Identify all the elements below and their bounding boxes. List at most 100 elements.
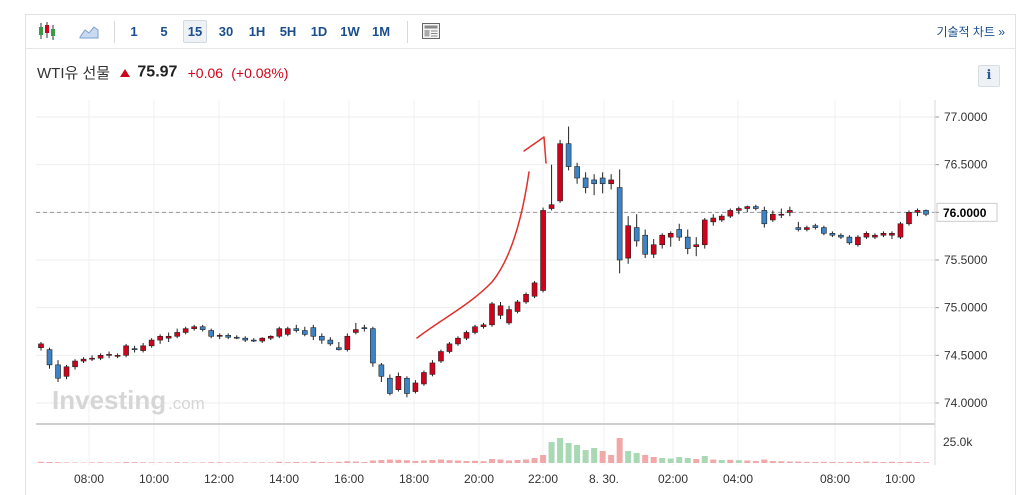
candle (897, 221, 904, 240)
volume-bar (829, 462, 836, 463)
layout-icon[interactable] (420, 20, 442, 43)
volume-bar (812, 462, 819, 463)
candle (395, 372, 402, 392)
volume-bar (63, 462, 70, 463)
candle-body (106, 354, 112, 356)
candle-body (565, 143, 572, 167)
volume-bar (540, 455, 547, 463)
last-price: 75.97 (137, 63, 178, 81)
candle (514, 300, 521, 314)
candle (540, 207, 546, 293)
x-tick-label: 08:00 (74, 472, 104, 486)
candle-body (216, 335, 223, 337)
candle-body (914, 210, 921, 213)
volume-bar (225, 462, 232, 463)
candle-body (225, 335, 232, 338)
volume-bar (276, 461, 283, 463)
interval-1m[interactable]: 1M (371, 24, 391, 39)
volume-bar (727, 459, 734, 463)
candle (633, 214, 640, 247)
candle (650, 239, 657, 259)
layout-icon-glyph (422, 23, 440, 39)
interval-15[interactable]: 15 (183, 20, 207, 43)
candle-body (523, 294, 529, 303)
candle (387, 374, 393, 396)
volume-bar (888, 461, 895, 463)
volume-bar (871, 461, 878, 463)
info-icon[interactable]: i (978, 65, 1000, 87)
volume-bar (463, 461, 470, 463)
candle-body (276, 328, 283, 337)
volume-bar (412, 461, 419, 463)
volume-bar (574, 445, 581, 463)
x-tick-label: 04:00 (723, 472, 753, 486)
instrument-name: WTI유 선물 (37, 65, 111, 82)
candle (106, 351, 112, 359)
candle-body (710, 217, 717, 223)
candle (472, 324, 478, 335)
candle-body (770, 213, 776, 221)
candle-body (727, 210, 734, 217)
volume-bar (293, 462, 300, 463)
candle-body (191, 326, 197, 329)
volume-bar (693, 459, 700, 463)
candle-body (446, 343, 453, 352)
interval-1[interactable]: 1 (130, 24, 138, 39)
candle-body (123, 345, 129, 356)
candle (114, 353, 121, 359)
candlestick-icon[interactable] (34, 20, 60, 43)
area-chart-icon[interactable] (78, 20, 100, 43)
volume-bar (514, 460, 521, 463)
candle-body (701, 219, 708, 246)
volume-bar (625, 451, 632, 463)
candle (659, 233, 666, 249)
candle-body (923, 210, 929, 215)
candle-body (872, 234, 878, 238)
volume-bar (863, 461, 870, 463)
volume-bar (591, 448, 598, 463)
candle (327, 337, 334, 346)
interval-1d[interactable]: 1D (310, 24, 328, 39)
candle (38, 341, 44, 351)
interval-1h[interactable]: 1H (248, 24, 266, 39)
candle-body (804, 227, 810, 230)
candle-body (165, 335, 172, 339)
volume-bar (497, 459, 504, 463)
volume-bar (744, 460, 751, 463)
volume-bar (182, 462, 189, 463)
volume-bar (310, 461, 317, 463)
candle (557, 139, 563, 203)
volume-bar (454, 460, 461, 463)
candle-body (846, 236, 853, 244)
candle (676, 223, 683, 241)
candle-body (140, 345, 146, 351)
candle-body (838, 234, 844, 238)
candle-body (97, 355, 104, 359)
candle (310, 324, 317, 341)
candle-body (429, 362, 436, 375)
interval-1w[interactable]: 1W (340, 24, 360, 39)
candle-body (787, 210, 793, 213)
toolbar-separator (114, 21, 115, 43)
interval-5[interactable]: 5 (160, 24, 168, 39)
candle (412, 380, 419, 394)
volume-bar (352, 461, 359, 463)
volume-bar (914, 462, 921, 463)
interval-30[interactable]: 30 (218, 24, 234, 39)
candle (242, 336, 249, 342)
candle-body (642, 234, 648, 255)
candle-body (880, 233, 887, 236)
candle-body (531, 282, 538, 297)
instrument-header: WTI유 선물 75.97 +0.06 (+0.08%) (37, 62, 288, 84)
volume-bar (880, 462, 887, 463)
candle-body (659, 234, 666, 246)
candle (336, 341, 342, 351)
technical-chart-link[interactable]: 기술적 차트 » (936, 25, 1005, 39)
chart-widget: 1 5 15 30 1H 5H 1D 1W 1M 기술적 차트 » WTI유 선… (25, 14, 1016, 495)
volume-bar (667, 458, 674, 463)
interval-5h[interactable]: 5H (279, 24, 297, 39)
candle (293, 324, 300, 333)
candle (770, 210, 776, 222)
volume-bar (599, 451, 606, 463)
